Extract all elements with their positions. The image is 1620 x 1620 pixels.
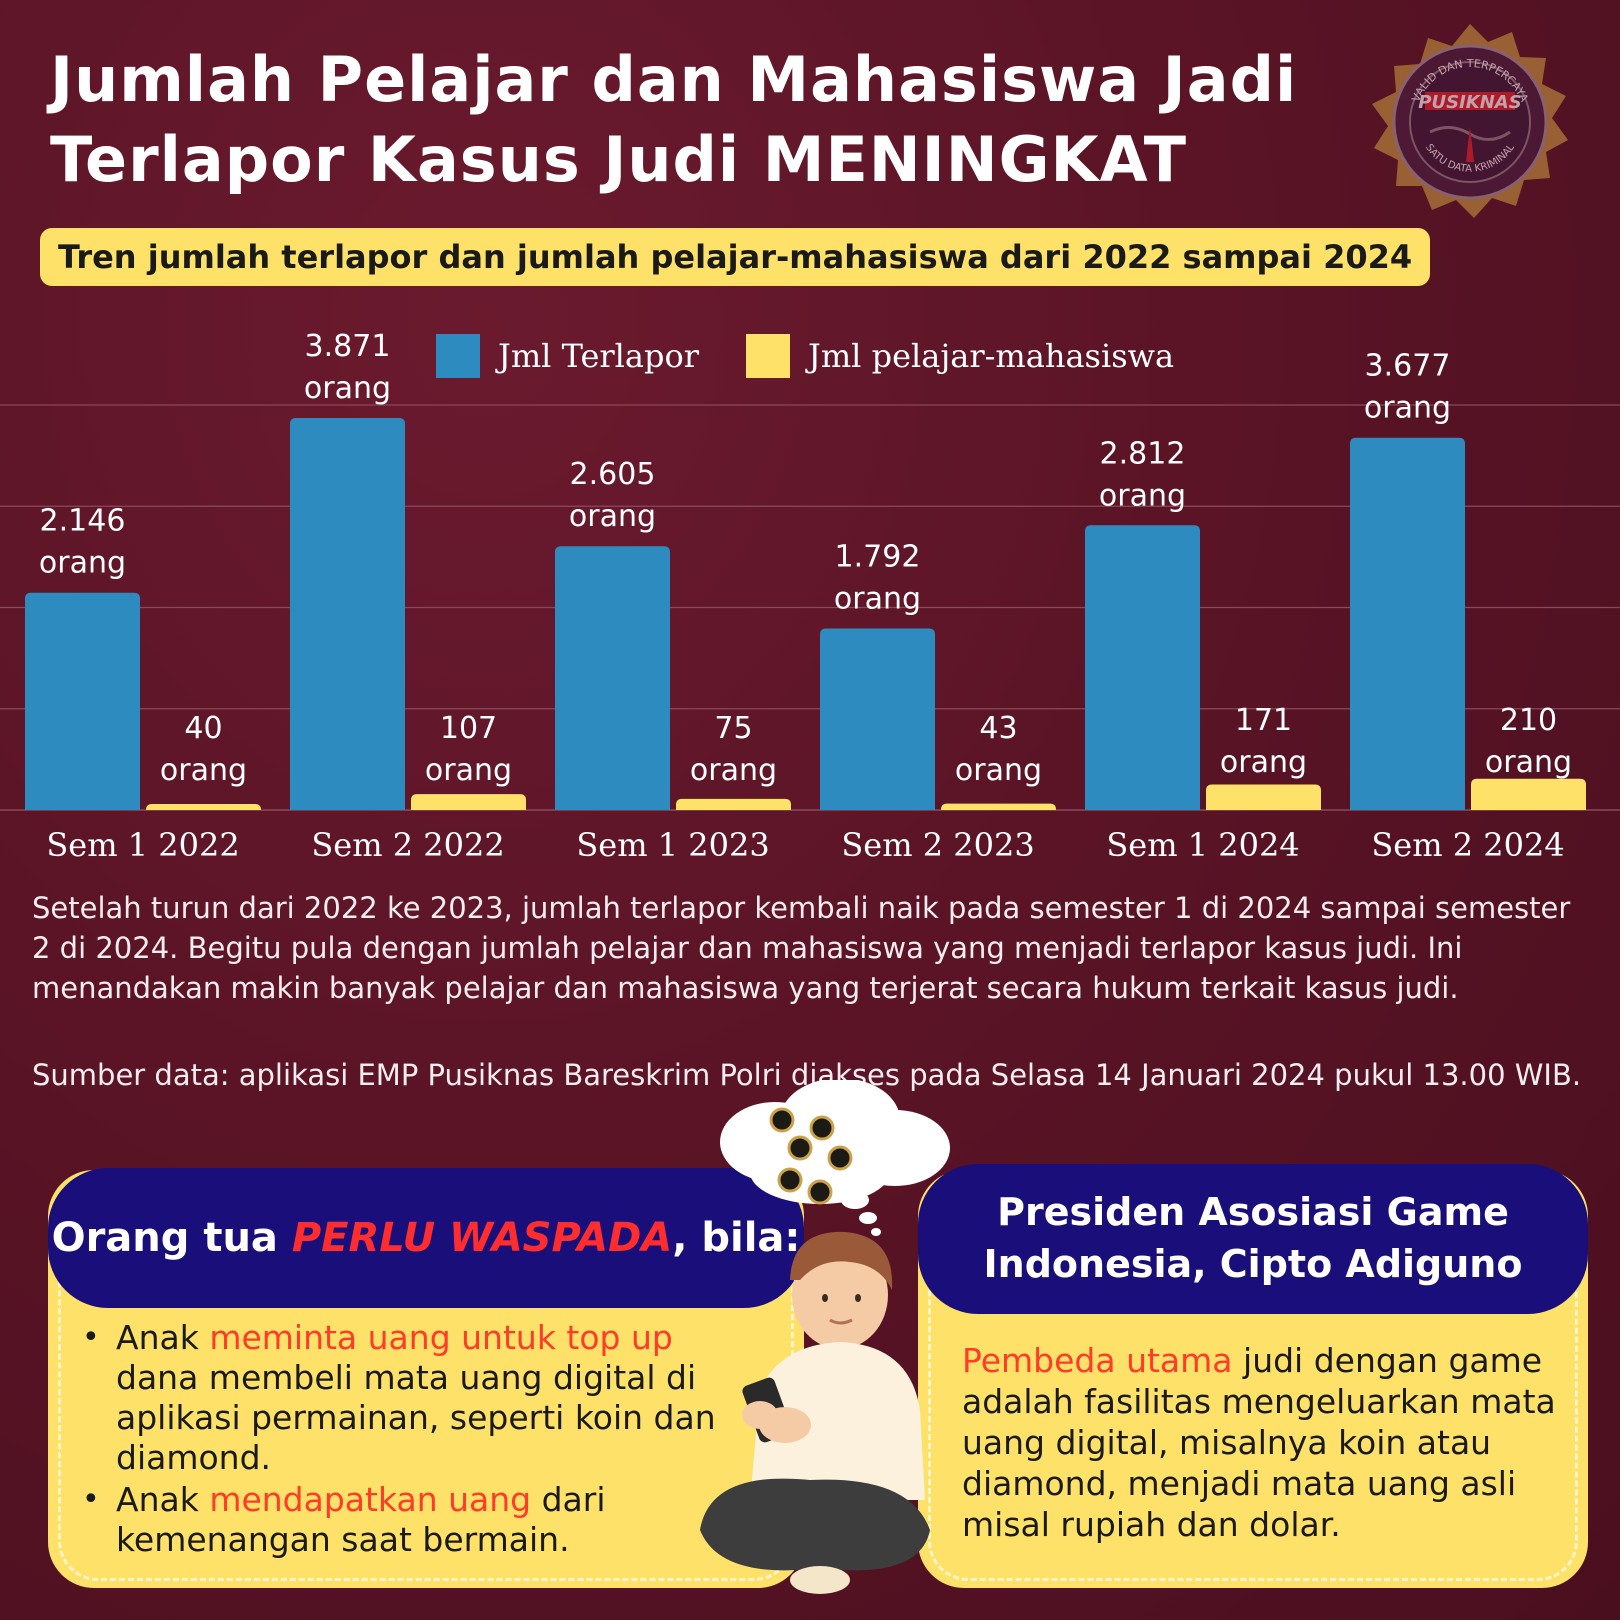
x-tick-label: Sem 1 2023 bbox=[576, 826, 769, 864]
bar-terlapor bbox=[290, 418, 405, 810]
x-tick-label: Sem 1 2022 bbox=[46, 826, 239, 864]
data-label-unit: orang bbox=[425, 753, 512, 788]
data-label-value: 75 bbox=[714, 711, 752, 746]
item-post: dari kemenangan saat bermain. bbox=[116, 1480, 606, 1559]
narrative-text: Setelah turun dari 2022 ke 2023, jumlah … bbox=[32, 891, 1571, 1005]
data-label-unit: orang bbox=[834, 582, 921, 617]
child-with-phone-illustration bbox=[700, 1080, 950, 1594]
bar-pelajar bbox=[1206, 784, 1321, 810]
list-item: Anak meminta uang untuk top up dana memb… bbox=[80, 1318, 720, 1478]
bar-pelajar bbox=[1471, 778, 1586, 810]
bar-terlapor bbox=[820, 628, 935, 810]
left-head-pre: Orang tua bbox=[51, 1215, 292, 1261]
data-label-value: 107 bbox=[440, 711, 497, 746]
warning-list: Anak meminta uang untuk top up dana memb… bbox=[80, 1318, 720, 1562]
data-label-unit: orang bbox=[304, 371, 391, 406]
bar-terlapor bbox=[25, 592, 140, 810]
pusiknas-logo: PUSIKNAS VALID DAN TERPERCAYA SATU DATA … bbox=[1372, 24, 1568, 218]
item-emph: meminta uang untuk top up bbox=[209, 1318, 673, 1357]
data-label-unit: orang bbox=[1364, 391, 1451, 426]
right-head-line-2: Indonesia, Cipto Adiguno bbox=[983, 1242, 1523, 1286]
bar-terlapor bbox=[1350, 437, 1465, 810]
chart-subtitle: Tren jumlah terlapor dan jumlah pelajar-… bbox=[40, 228, 1431, 286]
bar-pelajar bbox=[146, 804, 261, 811]
data-label-value: 1.792 bbox=[835, 540, 921, 575]
data-label-unit: orang bbox=[569, 499, 656, 534]
title-line-2: Terlapor Kasus Judi MENINGKAT bbox=[50, 123, 1188, 196]
data-label-unit: orang bbox=[955, 753, 1042, 788]
legend-label-pelajar: Jml pelajar-mahasiswa bbox=[808, 337, 1175, 375]
left-head-post: , bila: bbox=[672, 1215, 801, 1261]
data-label-value: 3.871 bbox=[305, 329, 391, 364]
bar-chart: 2.146 orang 40 orang Sem 1 2022 3.871 orang 107… bbox=[0, 329, 1620, 864]
left-panel-heading: Orang tua PERLU WASPADA, bila: bbox=[48, 1168, 804, 1308]
data-label-unit: orang bbox=[690, 753, 777, 788]
data-label-unit: orang bbox=[39, 546, 126, 581]
legend-label-terlapor: Jml Terlapor bbox=[498, 337, 700, 375]
bar-pelajar bbox=[676, 798, 791, 810]
pants-icon bbox=[700, 1478, 930, 1571]
left-head-emph: PERLU WASPADA bbox=[291, 1215, 673, 1261]
data-label-value: 2.146 bbox=[40, 504, 126, 539]
x-tick-label: Sem 2 2023 bbox=[841, 826, 1034, 864]
x-tick-label: Sem 1 2024 bbox=[1106, 826, 1299, 864]
item-pre: Anak bbox=[116, 1318, 210, 1357]
bar-pelajar bbox=[941, 803, 1056, 810]
data-label-unit: orang bbox=[160, 753, 247, 788]
bar-terlapor bbox=[1085, 525, 1200, 810]
data-label-value: 3.677 bbox=[1365, 349, 1451, 384]
quote-body: judi dengan game adalah fasilitas mengel… bbox=[962, 1341, 1556, 1544]
bar-pelajar bbox=[411, 794, 526, 810]
title-line-1: Jumlah Pelajar dan Mahasiswa Jadi bbox=[50, 43, 1298, 116]
data-label-value: 210 bbox=[1500, 703, 1557, 738]
page-title: Jumlah Pelajar dan Mahasiswa Jadi Terlap… bbox=[50, 40, 1380, 200]
shirt-icon bbox=[750, 1342, 925, 1500]
data-label-value: 2.812 bbox=[1100, 436, 1186, 471]
quote-text: Pembeda utama judi dengan game adalah fa… bbox=[962, 1340, 1562, 1545]
legend-swatch-pelajar bbox=[746, 334, 790, 378]
x-tick-label: Sem 2 2022 bbox=[311, 826, 504, 864]
hair-icon bbox=[790, 1231, 893, 1290]
item-post: dana membeli mata uang digital di aplika… bbox=[116, 1358, 716, 1477]
face-icon bbox=[792, 1241, 888, 1349]
item-emph: mendapatkan uang bbox=[209, 1480, 532, 1519]
data-label-value: 40 bbox=[184, 711, 222, 746]
item-pre: Anak bbox=[116, 1480, 210, 1519]
data-label-unit: orang bbox=[1220, 745, 1307, 780]
list-item: Anak mendapatkan uang dari kemenangan sa… bbox=[80, 1480, 720, 1560]
logo-name: PUSIKNAS bbox=[1418, 92, 1521, 113]
data-label-value: 2.605 bbox=[570, 457, 656, 492]
legend-swatch-terlapor bbox=[436, 334, 480, 378]
casino-chip-icon bbox=[769, 1107, 853, 1205]
data-label-value: 43 bbox=[979, 711, 1017, 746]
data-label-unit: orang bbox=[1099, 478, 1186, 513]
bar-terlapor bbox=[555, 546, 670, 810]
quote-emph: Pembeda utama bbox=[962, 1341, 1233, 1380]
right-head-line-1: Presiden Asosiasi Game bbox=[997, 1190, 1509, 1234]
x-tick-label: Sem 2 2024 bbox=[1371, 826, 1564, 864]
right-panel-heading: Presiden Asosiasi Game Indonesia, Cipto … bbox=[918, 1164, 1588, 1314]
data-label-unit: orang bbox=[1485, 745, 1572, 780]
data-label-value: 171 bbox=[1235, 703, 1292, 738]
